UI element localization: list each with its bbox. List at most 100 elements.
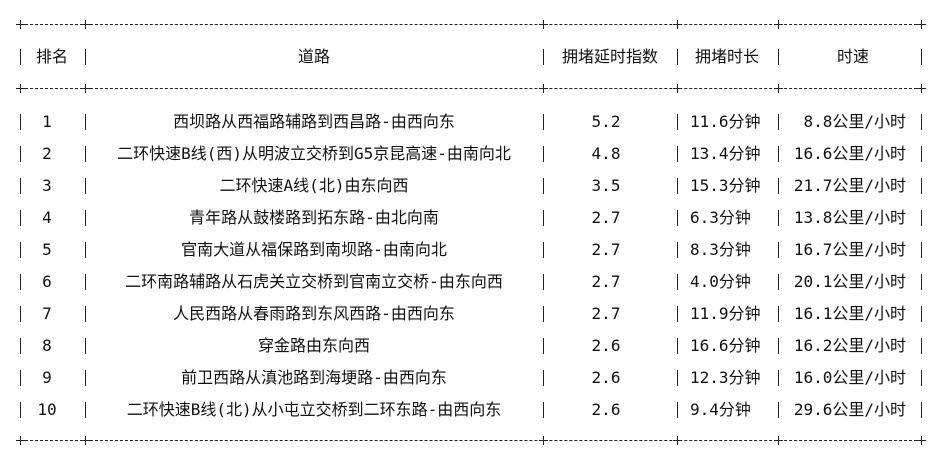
rank-cell: 2 [42,144,52,163]
header-cell: 拥堵延时指数 [561,47,659,66]
road-cell: 青年路从鼓楼路到拓东路-由北向南 [189,208,439,227]
column-divider [921,242,922,258]
speed-cell: 29.6公里/小时 [793,400,906,419]
index-cell: 4.8 [591,144,621,163]
duration-cell: 9.4分钟 [690,400,751,419]
column-divider [677,178,678,194]
index-cell: 5.2 [591,112,621,131]
header-cell: 拥堵时长 [694,47,760,66]
column-divider [677,338,678,354]
speed-cell: 8.8公里/小时 [803,112,906,131]
column-divider [921,49,922,65]
rank-cell: 9 [42,368,52,387]
duration-cell: 8.3分钟 [690,240,751,259]
road-cell: 二环快速B线(北)从小屯立交桥到二环东路-由西向东 [126,400,502,419]
table-corner-plus [81,436,90,445]
column-divider [778,146,779,162]
table-corner-plus [774,20,783,29]
index-cell: 2.6 [591,400,621,419]
rank-cell: 1 [42,112,52,131]
table-corner-plus [673,84,682,93]
column-divider [778,370,779,386]
road-cell: 穿金路由东向西 [257,336,371,355]
column-divider [20,146,21,162]
index-cell: 2.7 [591,304,621,323]
index-cell: 2.7 [591,208,621,227]
rank-cell: 7 [42,304,52,323]
column-divider [677,242,678,258]
column-divider [20,370,21,386]
speed-cell: 16.6公里/小时 [793,144,906,163]
table-corner-plus [539,84,548,93]
speed-cell: 13.8公里/小时 [793,208,906,227]
duration-cell: 11.6分钟 [690,112,761,131]
column-divider [543,242,544,258]
column-divider [778,178,779,194]
column-divider [778,306,779,322]
road-cell: 人民西路从春雨路到东风西路-由西向东 [173,304,455,323]
column-divider [85,178,86,194]
column-divider [20,242,21,258]
duration-cell: 16.6分钟 [690,336,761,355]
rank-cell: 6 [42,272,52,291]
road-cell: 前卫西路从滇池路到海埂路-由西向东 [181,368,447,387]
column-divider [677,210,678,226]
rank-cell: 8 [42,336,52,355]
table-corner-plus [774,436,783,445]
duration-cell: 11.9分钟 [690,304,761,323]
duration-cell: 4.0分钟 [690,272,751,291]
column-divider [20,210,21,226]
column-divider [543,274,544,290]
speed-cell: 21.7公里/小时 [793,176,906,195]
table-corner-plus [774,84,783,93]
column-divider [85,338,86,354]
speed-cell: 16.2公里/小时 [793,336,906,355]
column-divider [778,114,779,130]
index-cell: 2.7 [591,240,621,259]
column-divider [20,274,21,290]
column-divider [543,146,544,162]
header-cell: 时速 [836,47,870,66]
column-divider [677,146,678,162]
column-divider [20,402,21,418]
speed-cell: 20.1公里/小时 [793,272,906,291]
road-cell: 二环快速A线(北)由东向西 [219,176,409,195]
column-divider [677,370,678,386]
column-divider [543,49,544,65]
column-divider [921,370,922,386]
table-border-line [20,24,922,25]
table-corner-plus [81,20,90,29]
speed-cell: 16.1公里/小时 [793,304,906,323]
road-cell: 二环快速B线(西)从明波立交桥到G5京昆高速-由南向北 [117,144,511,163]
column-divider [921,210,922,226]
duration-cell: 15.3分钟 [690,176,761,195]
column-divider [677,49,678,65]
column-divider [778,49,779,65]
duration-cell: 13.4分钟 [690,144,761,163]
column-divider [778,338,779,354]
column-divider [85,114,86,130]
column-divider [543,178,544,194]
table-border-line [20,440,922,441]
index-cell: 2.7 [591,272,621,291]
column-divider [543,402,544,418]
table-border-line [20,88,922,89]
column-divider [85,402,86,418]
column-divider [778,242,779,258]
column-divider [921,338,922,354]
column-divider [20,178,21,194]
rank-cell: 10 [37,400,57,419]
table-corner-plus [81,84,90,93]
column-divider [85,306,86,322]
column-divider [85,370,86,386]
column-divider [543,114,544,130]
index-cell: 2.6 [591,336,621,355]
column-divider [85,274,86,290]
speed-cell: 16.0公里/小时 [793,368,906,387]
table-corner-plus [917,20,926,29]
duration-cell: 12.3分钟 [690,368,761,387]
rank-cell: 3 [42,176,52,195]
table-corner-plus [539,20,548,29]
speed-cell: 16.7公里/小时 [793,240,906,259]
